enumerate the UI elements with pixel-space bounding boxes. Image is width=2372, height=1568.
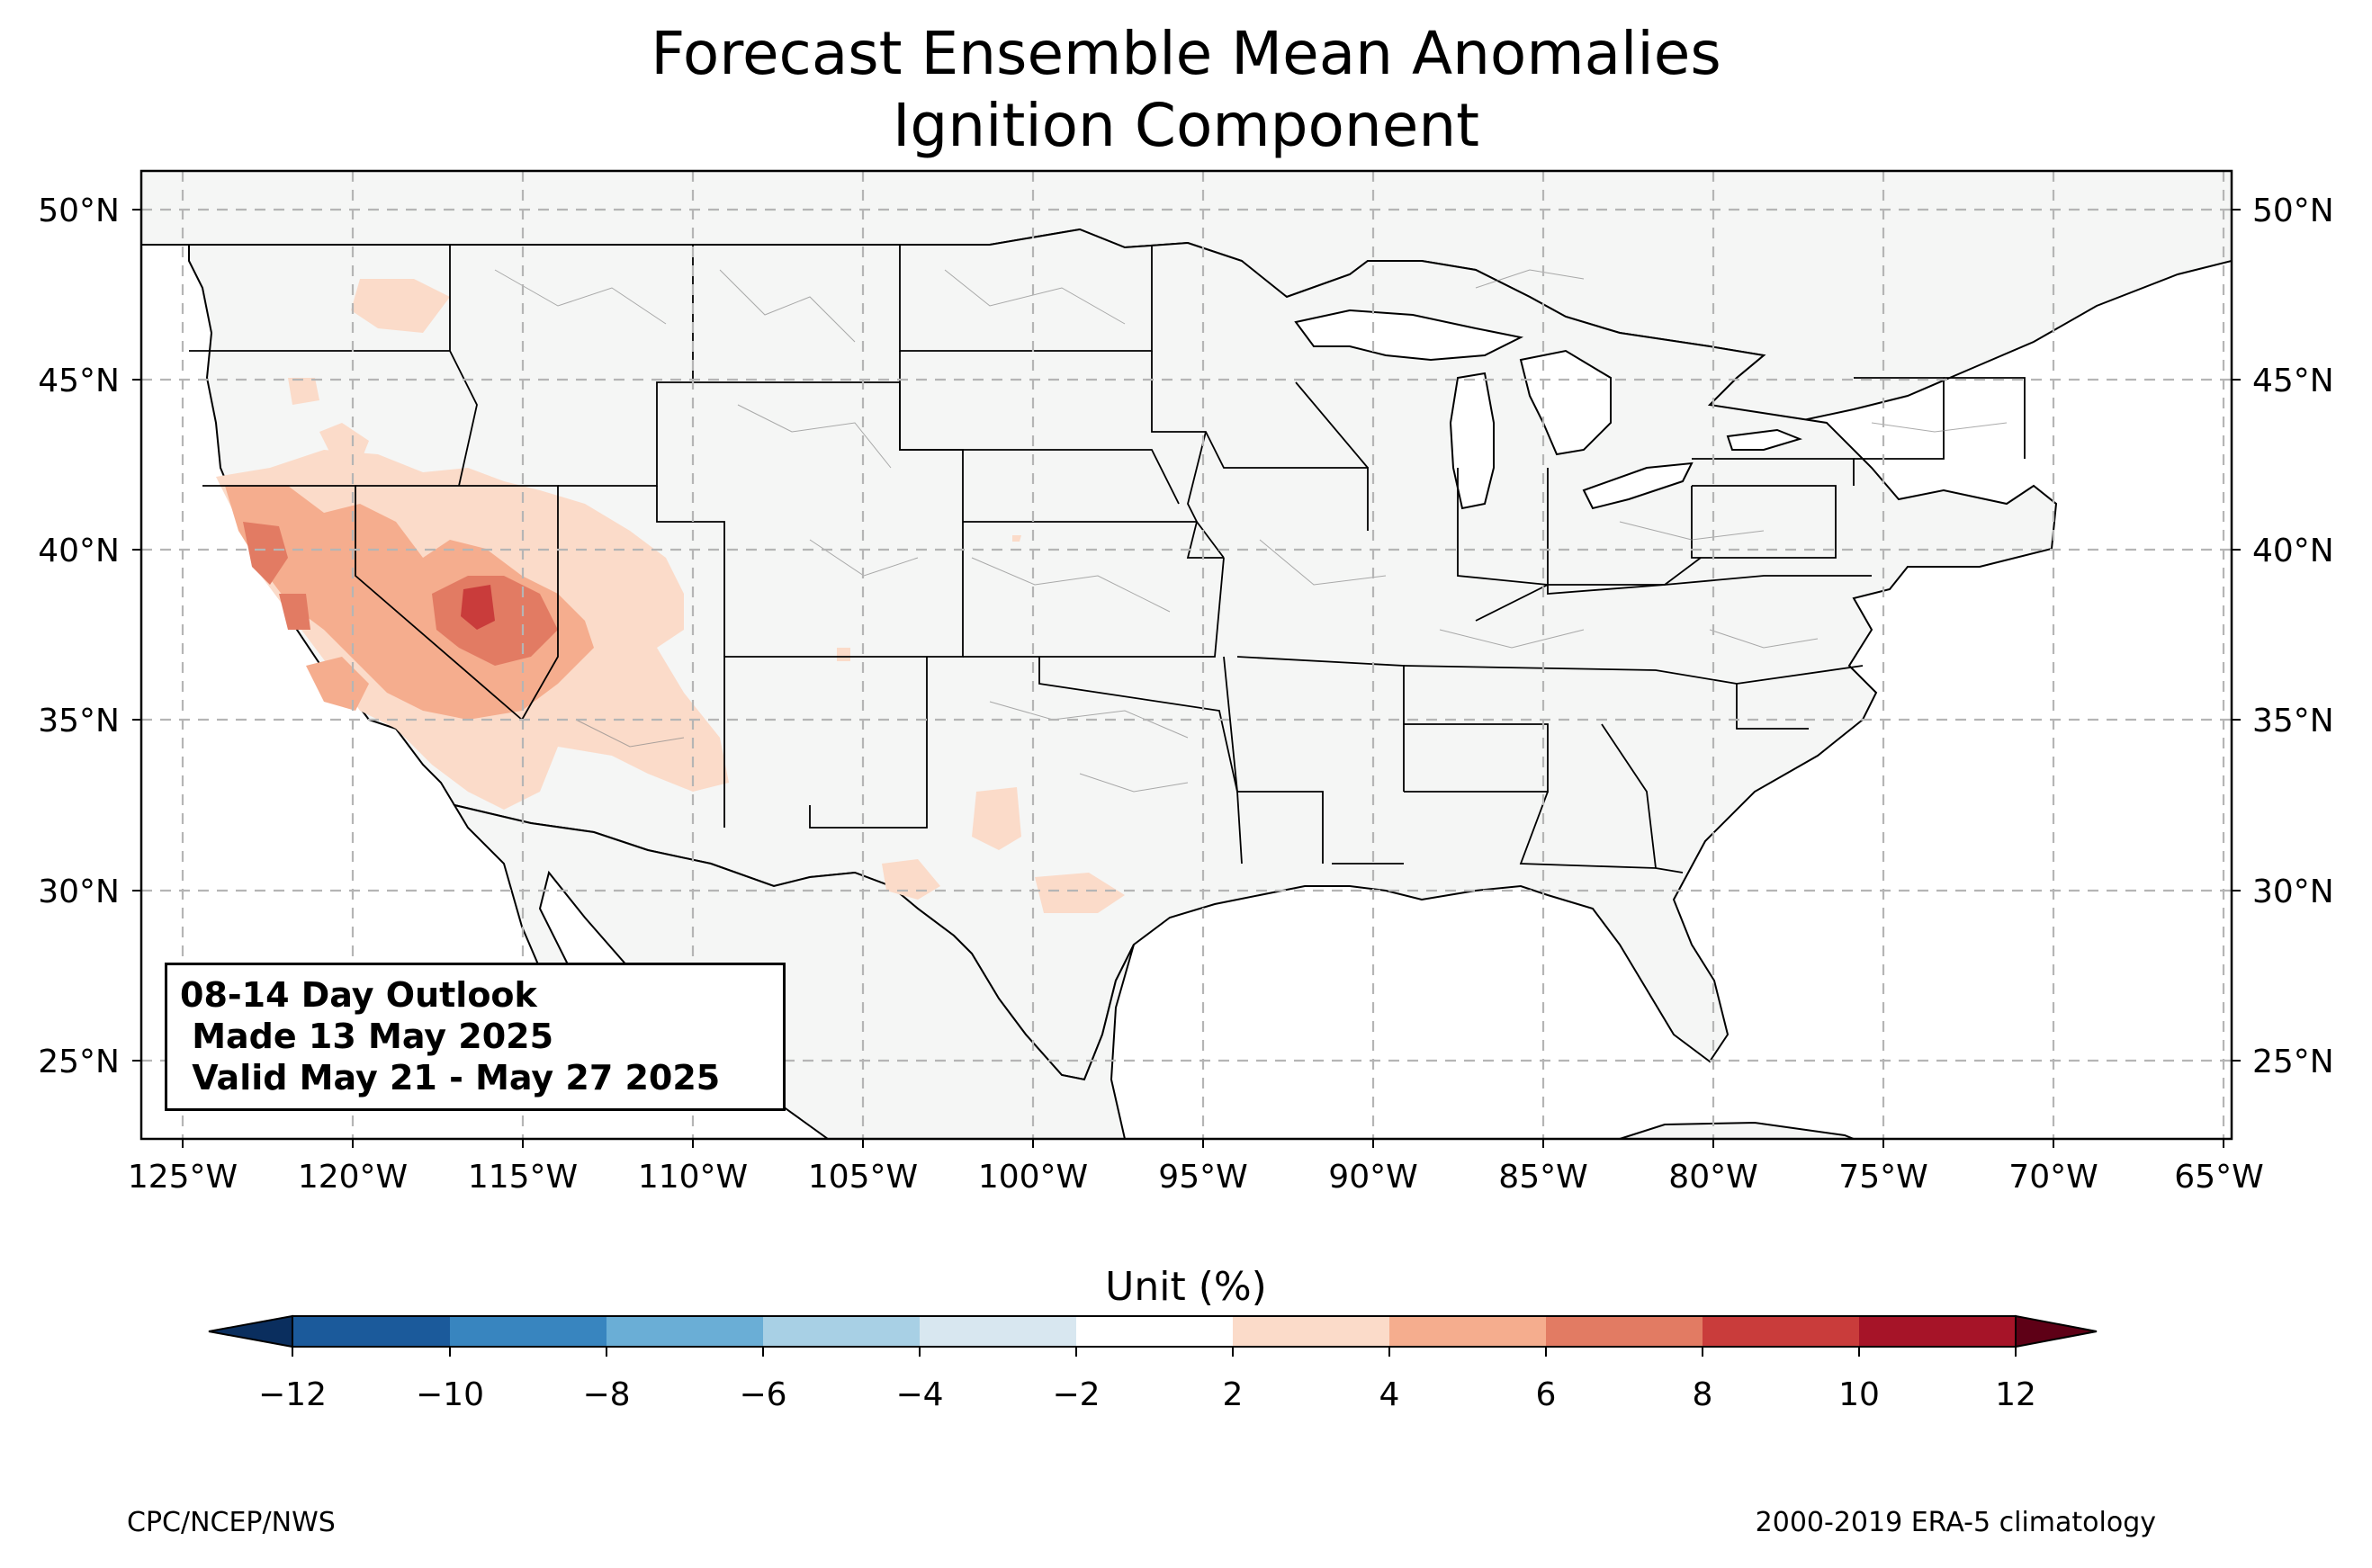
colorbar [208,1314,2098,1357]
tick-marks [132,209,2241,1148]
outlook-title: 08-14 Day Outlook [180,975,537,1015]
colorbar-tick: 6 [1536,1376,1557,1413]
lat-tick-labels-right: 50°N 45°N 40°N 35°N 30°N 25°N [2252,193,2334,1080]
outlook-made-date: Made 13 May 2025 [180,1017,554,1056]
colorbar-tick-labels: −12 −10 −8 −6 −4 −2 2 4 6 8 10 12 [258,1376,2036,1413]
lat-tick: 40°N [2252,533,2334,569]
footer-source: CPC/NCEP/NWS [127,1507,336,1538]
gridlines [141,171,2232,1139]
lon-tick: 70°W [2008,1159,2098,1196]
lat-tick: 35°N [2252,703,2334,739]
lon-tick: 85°W [1498,1159,1587,1196]
lat-tick: 30°N [38,874,120,910]
colorbar-segment [450,1316,606,1347]
colorbar-tick: −12 [258,1376,327,1413]
colorbar-tick: −10 [416,1376,484,1413]
outlook-info-box: 08-14 Day Outlook Made 13 May 2025 Valid… [165,963,786,1111]
state-borders [189,245,2026,874]
lon-tick: 105°W [808,1159,918,1196]
lat-tick: 25°N [38,1044,120,1080]
lake-huron [1519,349,1612,456]
lake-michigan [1449,372,1495,510]
lat-tick: 25°N [2252,1044,2334,1080]
colorbar-segment [1546,1316,1703,1347]
cuba-land [1619,1121,1855,1139]
footer-climatology: 2000-2019 ERA-5 climatology [1755,1507,2156,1538]
colorbar-segment [606,1316,763,1347]
lake-ontario [1726,428,1803,451]
lake-erie [1582,461,1694,510]
lat-tick: 45°N [2252,363,2334,399]
lon-tick: 80°W [1668,1159,1757,1196]
chart-title-line1: Forecast Ensemble Mean Anomalies [651,19,1721,88]
lon-tick: 95°W [1158,1159,1247,1196]
colorbar-segment [920,1316,1076,1347]
colorbar-label: Unit (%) [1105,1264,1267,1310]
colorbar-segment [1859,1316,2016,1347]
colorbar-segment [292,1316,450,1347]
lon-tick: 115°W [468,1159,578,1196]
colorbar-segment [763,1316,920,1347]
colorbar-segment [1389,1316,1546,1347]
anomaly-8-10 [461,585,495,630]
colorbar-tick: −6 [739,1376,786,1413]
colorbar-tick: 12 [1995,1376,2036,1413]
colorbar-frame [292,1315,2017,1348]
county-lines [494,269,2008,793]
lat-tick: 45°N [38,363,120,399]
colorbar-segment [1076,1316,1233,1347]
lon-tick-labels: 125°W 120°W 115°W 110°W 105°W 100°W 95°W… [128,1159,2264,1196]
lat-tick-labels-left: 50°N 45°N 40°N 35°N 30°N 25°N [38,193,120,1080]
colorbar-over-arrow [2015,1314,2098,1348]
colorbar-tick: 2 [1223,1376,1244,1413]
colorbar-tick: −2 [1052,1376,1100,1413]
colorbar-tick: −8 [582,1376,630,1413]
colorbar-under-arrow [208,1314,293,1348]
colorbar-tick: 10 [1838,1376,1880,1413]
lat-tick: 40°N [38,533,120,569]
lake-superior [1294,309,1524,362]
lon-tick: 75°W [1838,1159,1927,1196]
lon-tick: 90°W [1328,1159,1417,1196]
lon-tick: 110°W [638,1159,748,1196]
colorbar-tick: 4 [1379,1376,1400,1413]
lon-tick: 65°W [2174,1159,2263,1196]
map-frame [139,169,2233,1141]
lat-tick: 50°N [2252,193,2334,229]
lon-tick: 120°W [298,1159,408,1196]
lat-tick: 35°N [38,703,120,739]
colorbar-segment [1703,1316,1859,1347]
lat-tick: 50°N [38,193,120,229]
lon-tick: 100°W [978,1159,1088,1196]
colorbar-tick: 8 [1693,1376,1713,1413]
lon-tick: 125°W [128,1159,238,1196]
outlook-valid-range: Valid May 21 - May 27 2025 [180,1058,721,1098]
colorbar-segment [1233,1316,1389,1347]
chart-title-line2: Ignition Component [892,91,1480,160]
colorbar-tick: −4 [895,1376,943,1413]
lat-tick: 30°N [2252,874,2334,910]
